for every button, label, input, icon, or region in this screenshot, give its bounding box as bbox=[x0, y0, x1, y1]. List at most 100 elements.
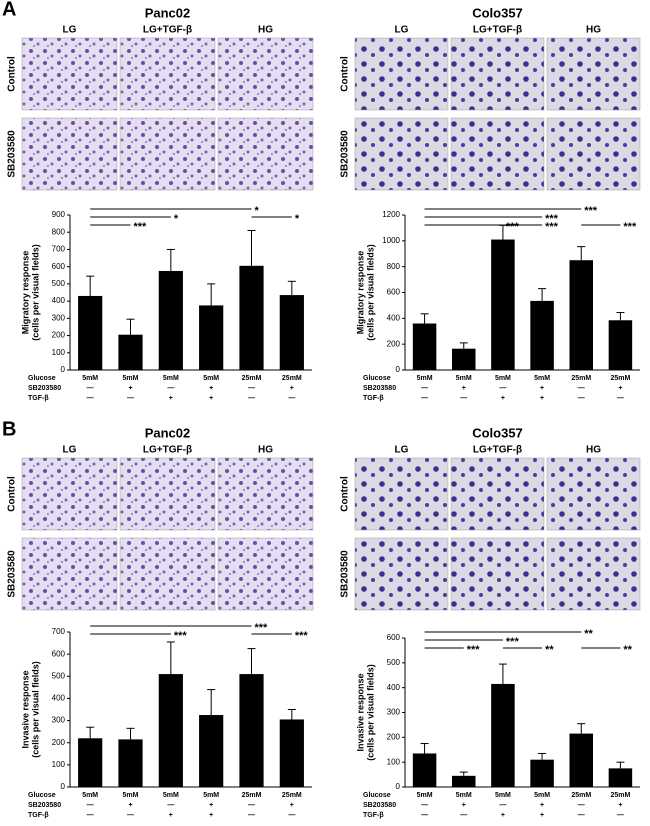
condition-value: — bbox=[127, 395, 134, 402]
condition-value: + bbox=[540, 395, 544, 402]
condition-label: Glucose bbox=[28, 792, 56, 799]
condition-value: + bbox=[209, 802, 213, 809]
panel-title: Colo357 bbox=[472, 5, 523, 20]
micrograph bbox=[119, 537, 216, 611]
significance-label: *** bbox=[134, 221, 148, 233]
row-label: Control bbox=[340, 56, 351, 92]
y-tick-label: 200 bbox=[387, 339, 401, 348]
panel-title: Colo357 bbox=[472, 425, 523, 440]
condition-value: — bbox=[578, 395, 585, 402]
micrograph bbox=[546, 117, 641, 191]
condition-value: — bbox=[248, 802, 255, 809]
condition-label: SB203580 bbox=[28, 802, 61, 809]
category-label: 5mM bbox=[534, 792, 550, 799]
condition-value: + bbox=[462, 802, 466, 809]
y-axis-label: (cells per visual fields) bbox=[30, 244, 40, 341]
condition-value: — bbox=[421, 395, 428, 402]
condition-label: SB203580 bbox=[363, 385, 396, 392]
y-tick-label: 800 bbox=[52, 227, 66, 236]
panel-title: Panc02 bbox=[145, 5, 191, 20]
category-label: 5mM bbox=[163, 792, 179, 799]
category-label: 5mM bbox=[456, 792, 472, 799]
y-tick-label: 400 bbox=[387, 683, 401, 692]
micrograph bbox=[217, 537, 314, 611]
significance-label: ** bbox=[545, 644, 554, 656]
condition-value: — bbox=[617, 395, 624, 402]
condition-value: + bbox=[169, 812, 173, 819]
y-tick-label: 800 bbox=[387, 262, 401, 271]
significance-label: * bbox=[174, 213, 179, 225]
category-label: 25mM bbox=[242, 792, 262, 799]
condition-value: + bbox=[290, 385, 294, 392]
bar bbox=[608, 768, 633, 787]
y-tick-label: 400 bbox=[52, 296, 66, 305]
bar bbox=[491, 239, 515, 370]
bar bbox=[118, 739, 143, 787]
micrograph bbox=[21, 117, 118, 191]
category-label: 5mM bbox=[534, 375, 550, 382]
y-axis-label: Invasive response bbox=[355, 673, 365, 751]
bar bbox=[158, 270, 183, 370]
bar bbox=[158, 674, 183, 787]
bar bbox=[279, 719, 304, 787]
condition-value: + bbox=[501, 395, 505, 402]
y-tick-label: 1200 bbox=[382, 210, 400, 219]
significance-label: *** bbox=[174, 630, 188, 642]
bar bbox=[239, 674, 264, 787]
category-label: 25mM bbox=[242, 375, 262, 382]
y-tick-label: 0 bbox=[61, 365, 66, 374]
row-label: Control bbox=[7, 476, 18, 512]
significance-label: *** bbox=[506, 636, 520, 648]
micrograph bbox=[450, 457, 545, 531]
condition-value: — bbox=[421, 385, 428, 392]
condition-value: — bbox=[248, 812, 255, 819]
condition-label: Glucose bbox=[363, 375, 391, 382]
bar bbox=[608, 320, 633, 370]
category-label: 5mM bbox=[123, 792, 139, 799]
y-tick-label: 500 bbox=[52, 279, 66, 288]
micrograph bbox=[217, 457, 314, 531]
category-label: 5mM bbox=[82, 792, 98, 799]
y-tick-label: 400 bbox=[52, 694, 66, 703]
micrograph bbox=[354, 37, 449, 111]
column-label: LG+TGF-β bbox=[473, 445, 522, 456]
condition-value: — bbox=[499, 802, 506, 809]
condition-value: + bbox=[128, 385, 132, 392]
condition-value: + bbox=[169, 395, 173, 402]
row-label: SB203580 bbox=[340, 130, 351, 178]
condition-value: + bbox=[540, 802, 544, 809]
row-label: SB203580 bbox=[340, 550, 351, 598]
condition-value: — bbox=[87, 812, 94, 819]
condition-value: — bbox=[578, 385, 585, 392]
bar bbox=[412, 323, 437, 370]
panel-label: B bbox=[2, 418, 16, 440]
category-label: 25mM bbox=[571, 375, 591, 382]
category-label: 25mM bbox=[610, 375, 630, 382]
y-tick-label: 600 bbox=[52, 262, 66, 271]
condition-value: + bbox=[128, 802, 132, 809]
condition-value: — bbox=[87, 802, 94, 809]
bar bbox=[452, 348, 476, 370]
significance-label: * bbox=[295, 213, 300, 225]
y-tick-label: 600 bbox=[52, 649, 66, 658]
y-tick-label: 0 bbox=[396, 782, 401, 791]
y-tick-label: 300 bbox=[52, 313, 66, 322]
column-label: HG bbox=[258, 445, 273, 456]
micrograph bbox=[119, 37, 216, 111]
condition-value: — bbox=[248, 385, 255, 392]
micrograph bbox=[21, 457, 118, 531]
micrograph bbox=[119, 117, 216, 191]
category-label: 5mM bbox=[495, 792, 511, 799]
y-tick-label: 0 bbox=[61, 782, 66, 791]
significance-label: *** bbox=[467, 644, 481, 656]
category-label: 5mM bbox=[417, 792, 433, 799]
condition-value: + bbox=[618, 385, 622, 392]
condition-value: + bbox=[209, 395, 213, 402]
micrograph bbox=[354, 457, 449, 531]
y-tick-label: 100 bbox=[387, 757, 401, 766]
micrograph bbox=[546, 457, 641, 531]
condition-value: — bbox=[578, 812, 585, 819]
condition-value: — bbox=[617, 812, 624, 819]
significance-label: *** bbox=[255, 622, 269, 634]
condition-value: — bbox=[87, 385, 94, 392]
